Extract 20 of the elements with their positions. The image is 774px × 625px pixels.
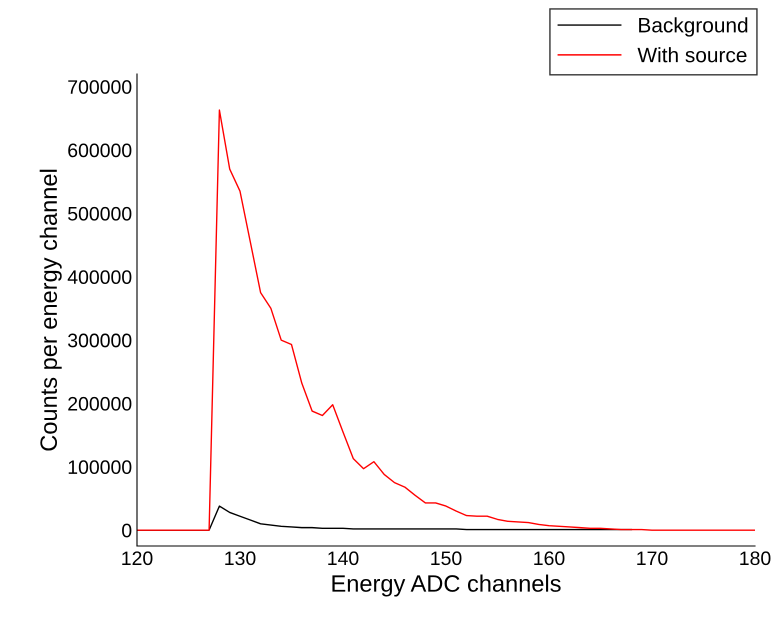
line-series bbox=[137, 109, 755, 531]
y-tick-label: 100000 bbox=[68, 460, 132, 474]
y-tick-label: 400000 bbox=[68, 270, 132, 284]
y-tick-label: 200000 bbox=[68, 396, 132, 411]
x-tick-label: 160 bbox=[534, 551, 564, 566]
y-tick-label: 300000 bbox=[68, 334, 132, 348]
y-tick-label: 500000 bbox=[68, 206, 132, 221]
y-tick-label: 700000 bbox=[68, 80, 132, 94]
y-axis-title: Counts per energy channel bbox=[40, 170, 62, 451]
x-tick-label: 120 bbox=[122, 551, 152, 566]
legend-label: Background bbox=[639, 17, 748, 37]
x-tick-label: 140 bbox=[328, 551, 358, 566]
legend-label: With source bbox=[638, 47, 746, 62]
x-tick-label: 150 bbox=[431, 551, 462, 566]
x-axis-title: Energy ADC channels bbox=[332, 574, 561, 597]
x-tick-label: 170 bbox=[637, 551, 668, 566]
y-tick-label: 0 bbox=[122, 524, 132, 538]
x-tick-label: 180 bbox=[740, 551, 770, 566]
x-tick-label: 130 bbox=[225, 551, 256, 566]
y-tick-label: 600000 bbox=[68, 143, 132, 158]
